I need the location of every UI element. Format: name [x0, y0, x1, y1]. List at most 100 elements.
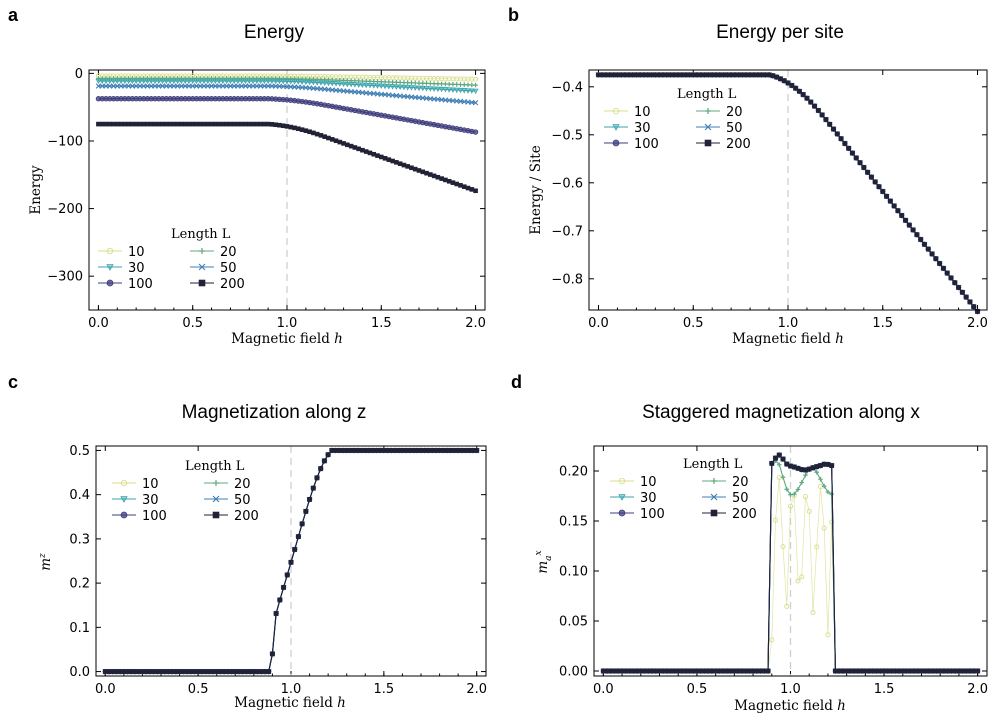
point-L200	[831, 126, 836, 132]
point-L200	[299, 521, 305, 527]
point-L200	[401, 162, 407, 168]
x-tick-label: 0.5	[182, 316, 203, 331]
point-L200	[672, 668, 677, 674]
legend-label-L10: 10	[634, 105, 651, 120]
x-tick-label: 1.5	[872, 316, 893, 331]
point-L200	[929, 251, 935, 257]
point-L200	[239, 121, 245, 127]
legend-marker-L50	[212, 495, 220, 503]
x-tick-label: 0.0	[88, 316, 109, 331]
point-L200	[872, 179, 878, 185]
point-L200	[812, 103, 817, 109]
point-L200	[922, 241, 927, 247]
point-L200	[465, 185, 471, 191]
point-L200	[397, 161, 403, 167]
point-L200	[221, 669, 227, 674]
point-L10	[810, 609, 816, 616]
point-L200	[162, 669, 168, 674]
point-L30	[306, 79, 313, 86]
point-L200	[412, 166, 418, 172]
point-L200	[171, 121, 177, 127]
legend-marker-L20	[213, 480, 219, 486]
point-L200	[806, 466, 812, 472]
point-L30	[348, 82, 355, 88]
point-L30	[291, 79, 298, 85]
plot-frame-b	[588, 69, 988, 311]
point-L200	[668, 72, 673, 78]
point-L30	[284, 79, 290, 85]
point-L200	[114, 121, 120, 127]
point-L200	[608, 668, 614, 674]
point-L200	[664, 72, 670, 78]
legend-marker-L10	[612, 107, 620, 115]
point-L200	[649, 668, 655, 674]
point-L200	[337, 139, 343, 145]
point-L200	[422, 448, 428, 453]
y-tick-label: 0.10	[559, 565, 588, 580]
point-L30	[453, 87, 460, 94]
point-L200	[251, 669, 257, 674]
point-L200	[842, 141, 848, 146]
point-L30	[295, 79, 302, 85]
point-L200	[431, 173, 437, 179]
legend-marker-L10	[618, 477, 626, 485]
y-tick-label: 0.05	[559, 615, 588, 630]
point-L200	[793, 85, 798, 91]
point-L200	[143, 669, 149, 674]
point-L200	[911, 668, 917, 674]
point-L200	[381, 448, 387, 453]
point-L200	[679, 668, 685, 674]
point-L20	[473, 82, 478, 88]
point-L200	[310, 485, 316, 491]
point-L30	[276, 78, 283, 85]
point-L10	[802, 494, 808, 500]
point-L200	[604, 668, 610, 674]
point-L200	[642, 668, 647, 674]
point-L30	[136, 78, 143, 85]
point-L200	[754, 668, 760, 674]
point-L200	[870, 668, 876, 674]
x-tick-label: 1.0	[277, 316, 298, 331]
point-L200	[152, 121, 158, 127]
point-L200	[452, 448, 457, 453]
y-tick-label: 0.15	[559, 515, 588, 530]
x-tick-label: 0.0	[588, 316, 609, 331]
point-L200	[770, 73, 776, 78]
point-L30	[272, 78, 279, 85]
point-L30	[461, 88, 468, 94]
point-L200	[758, 668, 763, 674]
point-L200	[307, 497, 312, 502]
point-L30	[423, 86, 430, 92]
x-tick-label: 1.5	[371, 316, 392, 331]
point-L200	[717, 72, 723, 78]
point-L200	[403, 448, 409, 453]
point-L200	[210, 669, 216, 674]
point-L30	[468, 88, 475, 94]
point-L200	[375, 153, 380, 158]
point-L30	[378, 83, 385, 90]
point-L50	[472, 100, 479, 106]
point-L30	[397, 84, 404, 91]
point-L200	[601, 668, 606, 674]
point-L30	[317, 80, 324, 86]
point-L200	[433, 448, 439, 453]
legend-label-L10: 10	[142, 477, 159, 492]
point-L30	[374, 83, 381, 89]
y-tick-label: −200	[47, 202, 83, 217]
point-L200	[258, 121, 263, 127]
point-L200	[344, 448, 350, 453]
point-L200	[791, 464, 797, 470]
axis-ticks-b: 0.0 0.5 1.0 1.5 2.0 −0.4 −0.5 −0.6 −0.7 −0.8	[551, 70, 988, 331]
point-L200	[231, 121, 237, 127]
point-L200	[967, 299, 973, 305]
legend-title: Length L	[683, 457, 743, 472]
point-L20	[803, 472, 808, 478]
point-L200	[400, 448, 405, 453]
point-L30	[385, 84, 392, 90]
y-tick-label: 0.0	[69, 665, 90, 680]
point-L200	[944, 270, 950, 276]
point-L200	[653, 668, 659, 674]
axis-ticks-d: 0.0 0.5 1.0 1.5 2.0 0.00 0.05 0.10 0.15 0.20	[559, 446, 988, 697]
point-L200	[660, 668, 666, 674]
point-L200	[922, 668, 928, 674]
